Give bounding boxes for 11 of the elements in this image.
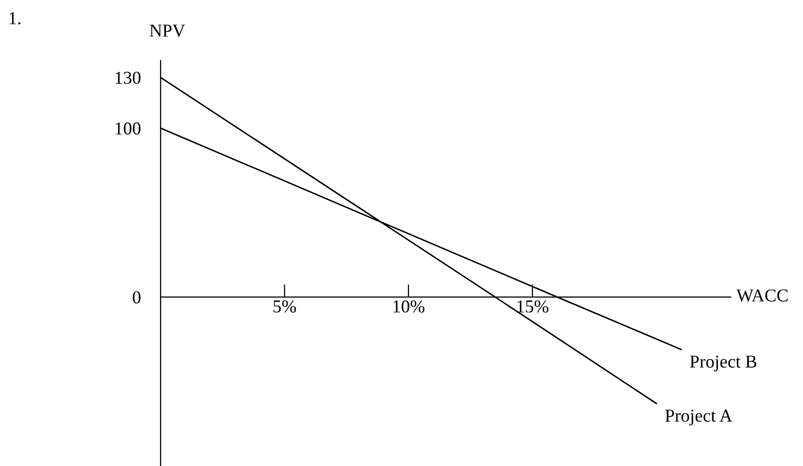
x-tick-label: 10%	[394, 300, 424, 313]
x-tick-label: 15%	[517, 300, 548, 313]
x-tick-label: 5%	[274, 300, 296, 313]
text: 1.	[10, 12, 20, 24]
y-tick-label: 130	[116, 72, 140, 84]
y-tick-label: 0	[132, 291, 140, 304]
y-tick-label: 100	[116, 122, 140, 135]
y-axis-title: NPV	[150, 24, 186, 37]
series-label: Project B	[690, 356, 756, 372]
series-label: Project A	[665, 410, 732, 426]
x-axis-title: WACC	[736, 289, 788, 302]
